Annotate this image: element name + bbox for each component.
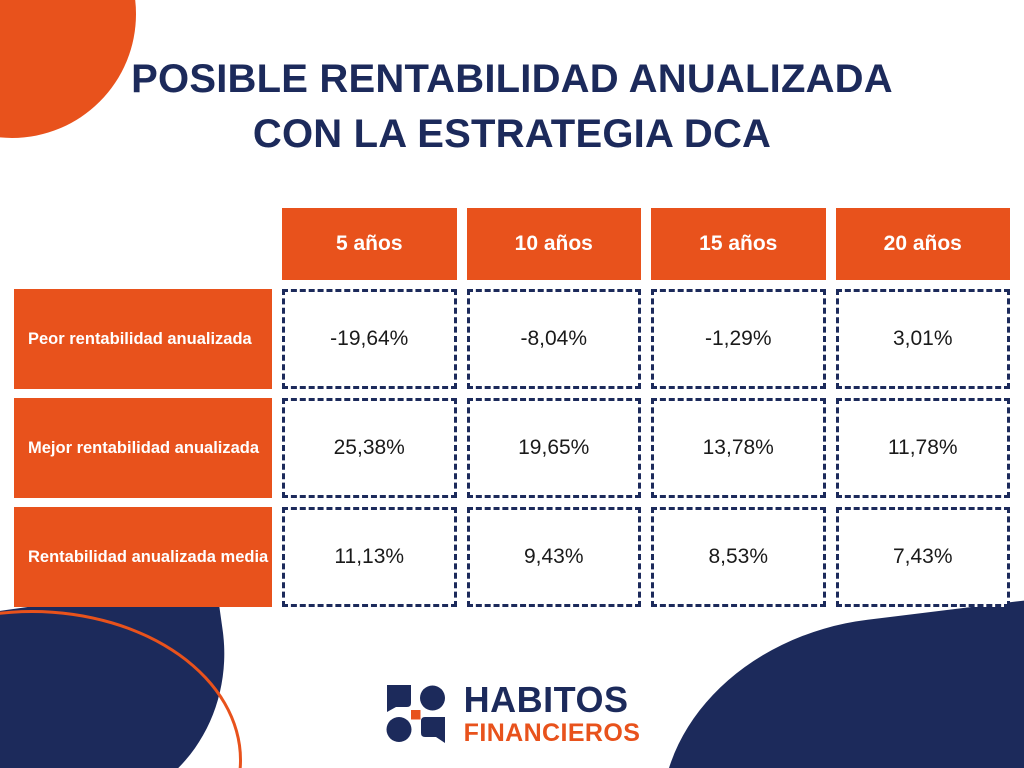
table-corner-cell <box>14 208 272 280</box>
column-header-15-anos: 15 años <box>651 208 826 280</box>
cell-mejor-15-anos: 13,78% <box>651 398 826 498</box>
cell-peor-10-anos: -8,04% <box>466 289 641 389</box>
logo-wordmark: HABITOS FINANCIEROS <box>464 682 641 746</box>
table-row: Rentabilidad anualizada media 11,13% 9,4… <box>14 507 1010 607</box>
cell-mejor-5-anos: 25,38% <box>282 398 457 498</box>
cell-mejor-20-anos: 11,78% <box>835 398 1010 498</box>
row-label-mejor-rentabilidad: Mejor rentabilidad anualizada <box>14 398 272 498</box>
cell-media-15-anos: 8,53% <box>651 507 826 607</box>
cell-mejor-10-anos: 19,65% <box>466 398 641 498</box>
cell-peor-20-anos: 3,01% <box>835 289 1010 389</box>
cell-media-10-anos: 9,43% <box>466 507 641 607</box>
column-header-5-anos: 5 años <box>282 208 457 280</box>
cell-media-20-anos: 7,43% <box>835 507 1010 607</box>
table-row: Peor rentabilidad anualizada -19,64% -8,… <box>14 289 1010 389</box>
cell-peor-5-anos: -19,64% <box>282 289 457 389</box>
row-label-rentabilidad-media: Rentabilidad anualizada media <box>14 507 272 607</box>
brand-logo: HABITOS FINANCIEROS <box>0 682 1024 746</box>
cell-media-5-anos: 11,13% <box>282 507 457 607</box>
returns-table: 5 años 10 años 15 años 20 años Peor rent… <box>14 208 1010 607</box>
row-label-peor-rentabilidad: Peor rentabilidad anualizada <box>14 289 272 389</box>
page-title: POSIBLE RENTABILIDAD ANUALIZADA CON LA E… <box>0 52 1024 162</box>
table-row: Mejor rentabilidad anualizada 25,38% 19,… <box>14 398 1010 498</box>
column-header-10-anos: 10 años <box>466 208 641 280</box>
page-title-line-2: CON LA ESTRATEGIA DCA <box>252 112 772 157</box>
column-header-20-anos: 20 años <box>835 208 1010 280</box>
logo-text-habitos: HABITOS <box>463 679 629 720</box>
logo-mark-icon <box>384 682 448 746</box>
logo-text-financieros: FINANCIEROS <box>463 719 641 747</box>
cell-peor-15-anos: -1,29% <box>651 289 826 389</box>
page-title-line-1: POSIBLE RENTABILIDAD ANUALIZADA <box>131 57 893 101</box>
table-header-row: 5 años 10 años 15 años 20 años <box>14 208 1010 280</box>
